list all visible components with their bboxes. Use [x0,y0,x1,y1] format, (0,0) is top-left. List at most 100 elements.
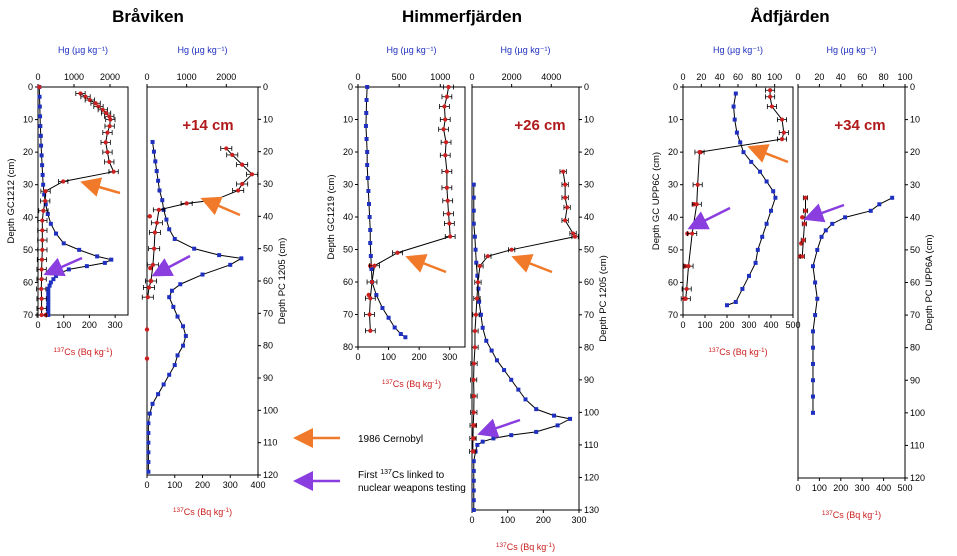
cs-point [755,247,760,252]
cs-point [749,159,754,164]
hg-point [767,88,773,93]
y-tick-label: 0 [28,82,33,92]
shift-label-adfjarden: +34 cm [834,117,885,134]
cs-point [46,313,51,317]
y-tick-label: 30 [668,180,678,190]
hg-point [240,162,245,167]
cs-point [815,247,820,252]
plot-frame [471,86,580,511]
cs-point [810,345,815,350]
hg-point [107,159,112,165]
y-tick-label: 30 [584,180,594,190]
cs-point [773,195,778,200]
panel-adfjarden-gc: 0 10 20 30 40 50 60 70 Depth GC UPP6C (cm) 0 20 40 6… [651,45,801,357]
hg-point [43,198,48,204]
y-tick-label: 100 [584,407,599,417]
hg-point [800,254,805,259]
cs-axis-title: 137Cs (Bq kg-1) [53,347,112,357]
y-tick-label: 50 [584,245,594,255]
hg-point [473,312,479,317]
cs-point [40,163,45,168]
y-tick-label: 110 [910,440,924,450]
hg-point [39,257,45,262]
y-tick-label: 50 [263,244,273,254]
hg-point [83,94,88,99]
hg-point [41,208,46,213]
cs-tick-label: 200 [536,515,551,525]
cs-point [46,296,51,301]
y-tick-label: 30 [343,180,353,190]
y-tick-label: 90 [263,373,273,383]
cs-point [477,299,482,304]
hg-series-line [472,171,576,452]
y-tick-label: 80 [584,342,594,352]
cs-red-point [800,215,805,220]
hg-point [572,234,578,239]
y-tick-label: 20 [263,147,273,157]
cs-point [366,189,371,193]
y-tick-label: 120 [263,470,278,480]
cs-tick-label: 100 [500,515,515,525]
cs-axis-title: 137Cs (Bq kg-1) [173,507,232,517]
hg-point [565,205,570,210]
cs-series-line [726,93,776,306]
cs-tick-label: 0 [469,515,474,525]
hg-point [472,345,478,350]
cs-point [43,202,48,207]
hg-point [470,449,475,454]
hg-tick-label: 60 [733,72,743,82]
y-tick-label: 110 [584,440,598,450]
cs-point [363,124,368,128]
cs-point [813,313,818,318]
cs-point [868,208,873,213]
y-tick-label: 10 [263,114,273,124]
panel-himmerfjarden-gc: 0 10 20 30 40 50 60 70 80 Depth GC1219 (cm) 0 500 10… [326,45,466,389]
cs-point [473,247,478,252]
cs-tick-label: 100 [381,352,396,362]
cs-point [37,104,42,109]
cs-point [84,264,89,269]
hg-point [470,436,476,441]
hg-point [686,264,691,269]
hg-point [61,179,66,184]
hg-tick-label: 0 [469,72,474,82]
hg-tick-label: 1000 [177,72,197,82]
cs-point [192,246,197,251]
weapons-arrow-adfjarden-pc [803,203,845,223]
y-tick-label: 0 [910,82,915,92]
hg-point [485,254,490,259]
hg-point [561,169,566,174]
cs-point [365,163,370,167]
hg-point [212,198,217,203]
cs-red-point [366,292,371,298]
y-tick-label: 90 [910,375,920,385]
cs-red-point [147,214,152,219]
hg-point [230,152,235,157]
cs-tick-label: 200 [833,483,848,493]
cs-point [146,460,151,465]
hg-point [472,328,478,334]
cs-point [731,104,736,109]
hg-tick-label: 0 [144,72,149,82]
hg-point [690,231,695,236]
cernobyl-arrow-braviken-pc [200,196,241,217]
cs-point [169,288,174,293]
cs-point [48,280,53,285]
cs-point [178,282,183,287]
hg-tick-label: 20 [814,72,824,82]
y-axis-label: Depth GC1212 (cm) [6,158,17,243]
hg-point [694,202,699,207]
cs-point [367,202,372,206]
hg-point [152,246,157,251]
cs-point [823,228,828,233]
hg-point [471,394,477,399]
hg-tick-label: 2000 [502,72,522,82]
hg-point [43,189,48,194]
hg-point [802,221,807,226]
hg-tick-label: 4000 [541,72,561,82]
hg-point [448,234,453,239]
cs-point [102,260,107,265]
cs-point [364,98,369,102]
cs-point [810,394,815,399]
y-tick-label: 20 [668,147,678,157]
